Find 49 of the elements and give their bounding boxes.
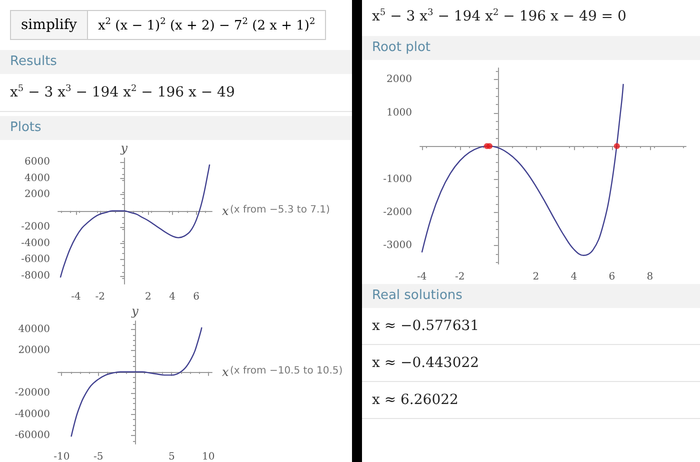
x-tick-label: -10 (54, 452, 70, 462)
x-tick-label: 6 (608, 272, 616, 282)
x-tick-label: 4 (169, 292, 176, 302)
text: simplify (10, 10, 88, 40)
x-axis-title: x (222, 364, 229, 379)
x-tick-label: 5 (168, 452, 175, 462)
y-tick-label: 6000 (24, 156, 50, 168)
x-tick-label: -5 (93, 452, 104, 462)
chart-title: Plots (0, 116, 352, 140)
x-axis-title: x (222, 204, 229, 218)
x-tick-label: -4 (71, 292, 81, 302)
y-axis-title: y (130, 304, 139, 318)
y-tick-label: -40000 (14, 408, 50, 420)
text: Results (0, 50, 352, 74)
y-tick-label: 4000 (24, 172, 50, 184)
text: x$^{5}$ − 3 x$^{3}$ − 194 x$^{2}$ − 196 x − 49 = 0 (371, 7, 628, 27)
y-tick-label: 40000 (18, 324, 50, 335)
y-tick-label: -8000 (21, 270, 50, 282)
text: x$^{2}$ (x − 1)$^{2}$ (x + 2) − 7$^{2}$ (2 x + 1)$^{2}$ (88, 10, 326, 40)
x-tick-label: -2 (95, 292, 105, 302)
y-tick-label: 1000 (386, 107, 412, 118)
y-tick-label: -6000 (21, 254, 50, 266)
text: Real solutions (362, 284, 700, 308)
x-tick-label: 4 (570, 272, 578, 282)
x-tick-label: 2 (532, 272, 540, 282)
y-tick-label: -4000 (21, 238, 50, 249)
text: (x from −5.3 to 7.1) (230, 204, 330, 216)
text: x$^{5}$ − 3 x$^{3}$ − 194 x$^{2}$ − 196 x − 49 (0, 74, 352, 112)
y-tick-label: -60000 (14, 430, 50, 442)
x-tick-label: 2 (145, 292, 152, 302)
y-axis-title: y (120, 141, 128, 155)
text: x ≈ 6.26022 (362, 382, 700, 419)
chart-title: Root plot (362, 36, 700, 60)
y-tick-label: 2000 (386, 74, 412, 86)
x-tick-label: -2 (455, 272, 465, 282)
text: x ≈ −0.443022 (362, 345, 700, 382)
y-tick-label: 20000 (18, 345, 50, 356)
y-tick-label: -1000 (383, 174, 412, 185)
y-tick-label: -20000 (14, 388, 50, 399)
x-tick-label: 8 (646, 272, 654, 282)
text: x ≈ −0.577631 (362, 308, 700, 345)
text: (x from −10.5 to 10.5) (230, 365, 343, 376)
y-tick-label: 2000 (24, 189, 50, 200)
y-tick-label: -2000 (383, 207, 412, 218)
x-tick-label: -4 (417, 272, 427, 282)
x-tick-label: 6 (193, 292, 200, 302)
y-tick-label: -3000 (383, 240, 412, 252)
x-tick-label: 10 (202, 452, 215, 462)
y-tick-label: -2000 (21, 222, 50, 233)
